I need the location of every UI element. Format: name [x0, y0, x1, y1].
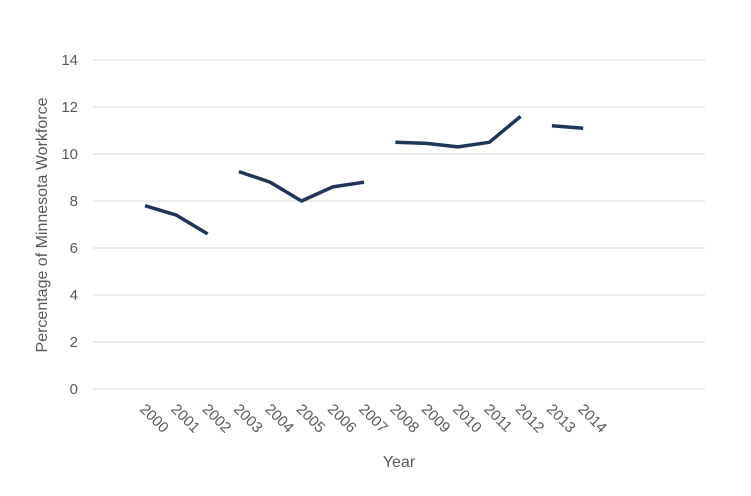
series-line-segment — [144, 204, 209, 236]
series-line-segment — [395, 115, 522, 149]
y-tick-label: 8 — [70, 193, 78, 210]
x-tick-label: 2011 — [480, 401, 515, 436]
x-tick-label: 2014 — [574, 401, 610, 437]
x-tick-label: 2007 — [355, 401, 391, 437]
x-tick-label: 2001 — [167, 401, 203, 437]
x-tick-label: 2006 — [324, 401, 360, 437]
gridlines — [93, 59, 705, 390]
y-tick-label: 6 — [70, 240, 78, 257]
series-line-segment — [551, 124, 584, 130]
y-tick-labels: 0 2 4 6 8 10 12 14 — [61, 52, 78, 398]
x-tick-labels: 2000200120022003200420052006200720082009… — [136, 401, 610, 437]
x-axis-title: Year — [383, 454, 416, 471]
y-tick-label: 14 — [61, 52, 78, 69]
x-tick-label: 2003 — [230, 401, 266, 437]
x-tick-label: 2005 — [293, 401, 329, 437]
x-tick-label: 2012 — [512, 401, 548, 437]
x-tick-label: 2009 — [418, 401, 454, 437]
x-tick-label: 2004 — [261, 401, 297, 437]
y-tick-label: 2 — [70, 334, 78, 351]
y-tick-label: 4 — [70, 287, 78, 304]
x-tick-label: 2010 — [449, 401, 485, 437]
y-tick-label: 0 — [70, 381, 78, 398]
x-tick-label: 2000 — [136, 401, 172, 437]
x-tick-label: 2002 — [199, 401, 235, 437]
y-tick-label: 12 — [61, 99, 78, 116]
series-lines — [144, 115, 584, 236]
series-line-segment — [238, 169, 365, 203]
y-axis-title: Percentage of Minnesota Workforce — [34, 97, 51, 352]
x-tick-label: 2013 — [543, 401, 579, 437]
x-tick-label: 2008 — [387, 401, 423, 437]
y-tick-label: 10 — [61, 146, 78, 163]
